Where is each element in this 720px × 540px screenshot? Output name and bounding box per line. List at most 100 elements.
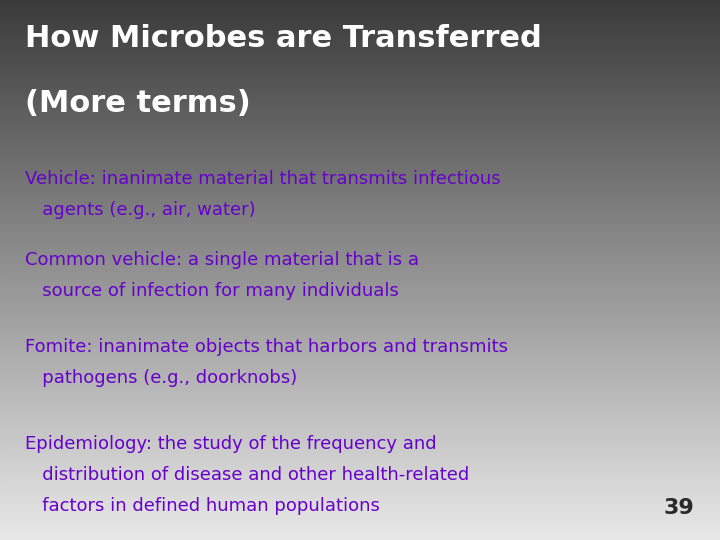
Bar xyxy=(0,97,720,100)
Bar xyxy=(0,186,720,189)
Bar xyxy=(0,225,720,227)
Bar xyxy=(0,295,720,297)
Bar xyxy=(0,99,720,102)
Bar xyxy=(0,137,720,139)
Bar xyxy=(0,363,720,366)
Bar xyxy=(0,316,720,319)
Bar xyxy=(0,495,720,497)
Bar xyxy=(0,409,720,411)
Bar xyxy=(0,291,720,293)
Bar xyxy=(0,417,720,420)
Bar xyxy=(0,532,720,535)
Bar xyxy=(0,315,720,317)
Bar xyxy=(0,139,720,141)
Bar xyxy=(0,208,720,211)
Text: factors in defined human populations: factors in defined human populations xyxy=(25,497,380,515)
Bar xyxy=(0,154,720,157)
Bar xyxy=(0,19,720,22)
Bar xyxy=(0,365,720,367)
Bar xyxy=(0,142,720,144)
Bar xyxy=(0,370,720,373)
Bar xyxy=(0,111,720,113)
Bar xyxy=(0,178,720,181)
Bar xyxy=(0,289,720,292)
Bar xyxy=(0,511,720,513)
Bar xyxy=(0,0,720,2)
Bar xyxy=(0,58,720,60)
Bar xyxy=(0,380,720,382)
Bar xyxy=(0,432,720,435)
Bar xyxy=(0,200,720,202)
Bar xyxy=(0,328,720,330)
Bar xyxy=(0,38,720,40)
Bar xyxy=(0,106,720,108)
Bar xyxy=(0,42,720,44)
Bar xyxy=(0,504,720,507)
Bar xyxy=(0,307,720,309)
Bar xyxy=(0,419,720,421)
Bar xyxy=(0,131,720,133)
Bar xyxy=(0,25,720,27)
Bar xyxy=(0,103,720,105)
Bar xyxy=(0,281,720,284)
Bar xyxy=(0,83,720,85)
Bar xyxy=(0,448,720,451)
Bar xyxy=(0,195,720,197)
Bar xyxy=(0,277,720,280)
Bar xyxy=(0,11,720,14)
Bar xyxy=(0,412,720,415)
Bar xyxy=(0,167,720,170)
Bar xyxy=(0,387,720,389)
Bar xyxy=(0,443,720,445)
Bar xyxy=(0,280,720,282)
Bar xyxy=(0,447,720,449)
Bar xyxy=(0,516,720,518)
Text: agents (e.g., air, water): agents (e.g., air, water) xyxy=(25,201,256,219)
Bar xyxy=(0,75,720,77)
Bar xyxy=(0,405,720,408)
Bar xyxy=(0,322,720,324)
Bar xyxy=(0,381,720,383)
Bar xyxy=(0,400,720,402)
Bar xyxy=(0,3,720,5)
Bar xyxy=(0,231,720,233)
Bar xyxy=(0,360,720,362)
Bar xyxy=(0,272,720,274)
Bar xyxy=(0,243,720,246)
Bar xyxy=(0,190,720,192)
Bar xyxy=(0,22,720,24)
Bar xyxy=(0,513,720,516)
Bar xyxy=(0,125,720,127)
Bar xyxy=(0,345,720,347)
Bar xyxy=(0,369,720,372)
Bar xyxy=(0,435,720,437)
Bar xyxy=(0,355,720,358)
Bar xyxy=(0,36,720,38)
Bar xyxy=(0,268,720,270)
Bar xyxy=(0,150,720,152)
Bar xyxy=(0,140,720,143)
Bar xyxy=(0,500,720,502)
Bar xyxy=(0,127,720,130)
Bar xyxy=(0,80,720,82)
Bar xyxy=(0,177,720,179)
Bar xyxy=(0,508,720,510)
Bar xyxy=(0,255,720,258)
Bar xyxy=(0,390,720,393)
Bar xyxy=(0,259,720,262)
Bar xyxy=(0,239,720,241)
Bar xyxy=(0,378,720,381)
Bar xyxy=(0,29,720,31)
Bar xyxy=(0,389,720,392)
Bar xyxy=(0,377,720,379)
Bar xyxy=(0,517,720,519)
Bar xyxy=(0,122,720,124)
Bar xyxy=(0,482,720,485)
Bar xyxy=(0,104,720,106)
Bar xyxy=(0,27,720,30)
Bar xyxy=(0,0,720,3)
Bar xyxy=(0,66,720,69)
Bar xyxy=(0,491,720,494)
Bar xyxy=(0,176,720,178)
Bar xyxy=(0,327,720,329)
